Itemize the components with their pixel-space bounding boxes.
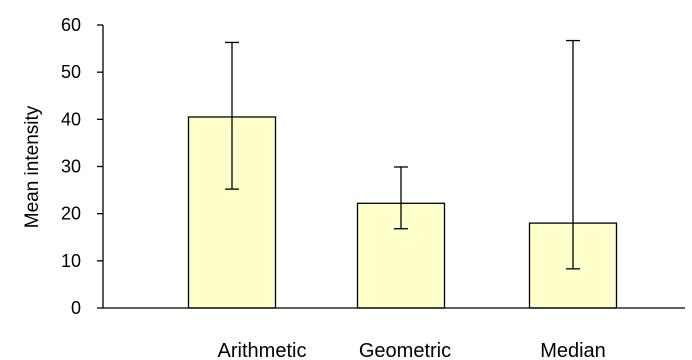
error-bar-arithmetic — [225, 41, 239, 190]
y-tick-label: 20 — [61, 204, 81, 224]
y-tick-label: 40 — [61, 109, 81, 129]
bars-layer — [187, 116, 618, 309]
y-tick-label: 50 — [61, 62, 81, 82]
x-tick-label-arithmetic: Arithmetic — [218, 340, 307, 360]
x-tick-labels-layer: Arithmetic Geometric Median — [218, 340, 606, 360]
y-ticks-layer: 0 10 20 30 40 50 60 — [61, 15, 103, 318]
y-tick-label: 10 — [61, 251, 81, 271]
y-tick-label: 60 — [61, 15, 81, 35]
y-tick-label: 0 — [71, 298, 81, 318]
y-axis-label: Mean intensity — [22, 105, 43, 228]
plot-area: 0 10 20 30 40 50 60 Arithmetic Geometric Median — [61, 15, 685, 360]
x-tick-label-geometric: Geometric — [359, 340, 451, 360]
error-bar-geometric — [394, 166, 408, 230]
error-bars-layer — [225, 39, 580, 270]
x-tick-label-median: Median — [540, 340, 606, 360]
y-tick-label: 30 — [61, 157, 81, 177]
error-bar-median — [566, 39, 580, 270]
